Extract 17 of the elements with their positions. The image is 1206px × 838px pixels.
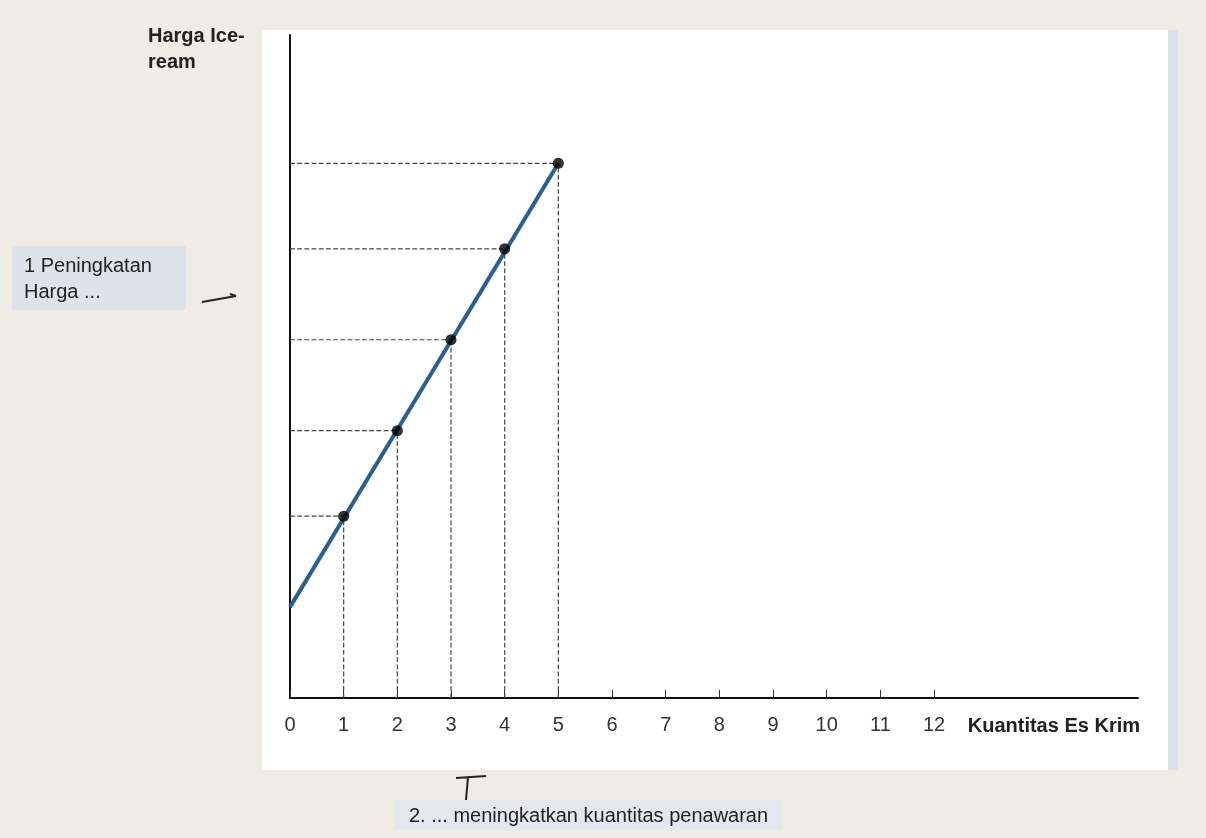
text: 1 Peningkatan Harga ...	[12, 246, 186, 310]
x-tick-label: 9	[767, 713, 779, 735]
x-tick-label: 8	[713, 713, 725, 735]
x-tick-label: 12	[922, 713, 946, 735]
x-tick-label: 7	[660, 713, 672, 735]
x-tick-label: 2	[391, 713, 403, 735]
x-tick-label: 5	[552, 713, 564, 735]
x-tick-label: 11	[870, 713, 891, 735]
x-tick-label: 4	[499, 713, 511, 735]
x-tick-label: 0	[284, 713, 296, 735]
x-tick-label: 6	[606, 713, 618, 735]
x-tick-label: 10	[815, 713, 838, 735]
x-axis-title: Kuantitas Es Krim	[966, 713, 1140, 738]
x-tick-label: 1	[338, 713, 350, 735]
y-axis-title: Harga Ice-ream	[148, 23, 246, 74]
text: 2. ... meningkatkan kuantitas penawaran	[395, 800, 783, 830]
x-tick-label: 3	[445, 713, 457, 735]
